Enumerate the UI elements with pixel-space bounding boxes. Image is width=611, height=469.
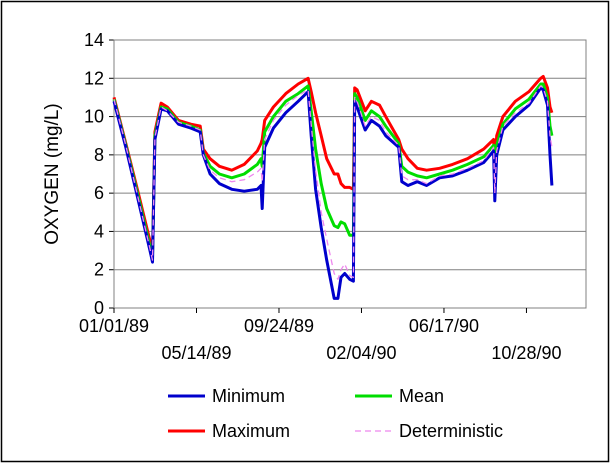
y-tick-label-10: 10 [84, 107, 104, 127]
series-lines [112, 74, 554, 300]
x-tick-label: 06/17/90 [409, 316, 479, 336]
y-tick-label-0: 0 [94, 298, 104, 318]
series-line-deterministic [113, 85, 553, 280]
y-tick-label-14: 14 [84, 30, 104, 50]
y-tick-labels: 0 2 4 6 8 10 12 14 [84, 30, 104, 318]
legend-label-maximum: Maximum [212, 421, 290, 441]
x-tick-label: 01/01/89 [79, 316, 149, 336]
y-tick-label-4: 4 [94, 221, 104, 241]
legend-label-mean: Mean [399, 386, 444, 406]
y-axis-label: OXYGEN (mg/L) [42, 103, 63, 244]
y-tick-label-12: 12 [84, 68, 104, 88]
series-line-minimum [112, 86, 554, 300]
y-tick-label-2: 2 [94, 260, 104, 280]
legend-label-deterministic: Deterministic [399, 421, 503, 441]
y-tick-label-6: 6 [94, 183, 104, 203]
y-tick-label-8: 8 [94, 145, 104, 165]
x-tick-labels: 01/01/89 09/24/89 06/17/90 05/14/89 02/04/90… [79, 308, 561, 363]
x-tick-label: 10/28/90 [491, 343, 561, 363]
legend: Minimum Mean Maximum Deterministic [168, 386, 503, 441]
legend-label-minimum: Minimum [212, 386, 285, 406]
x-tick-label: 02/04/90 [326, 343, 396, 363]
x-tick-label: 09/24/89 [244, 316, 314, 336]
plot-area [113, 39, 587, 309]
x-tick-label: 05/14/89 [161, 343, 231, 363]
